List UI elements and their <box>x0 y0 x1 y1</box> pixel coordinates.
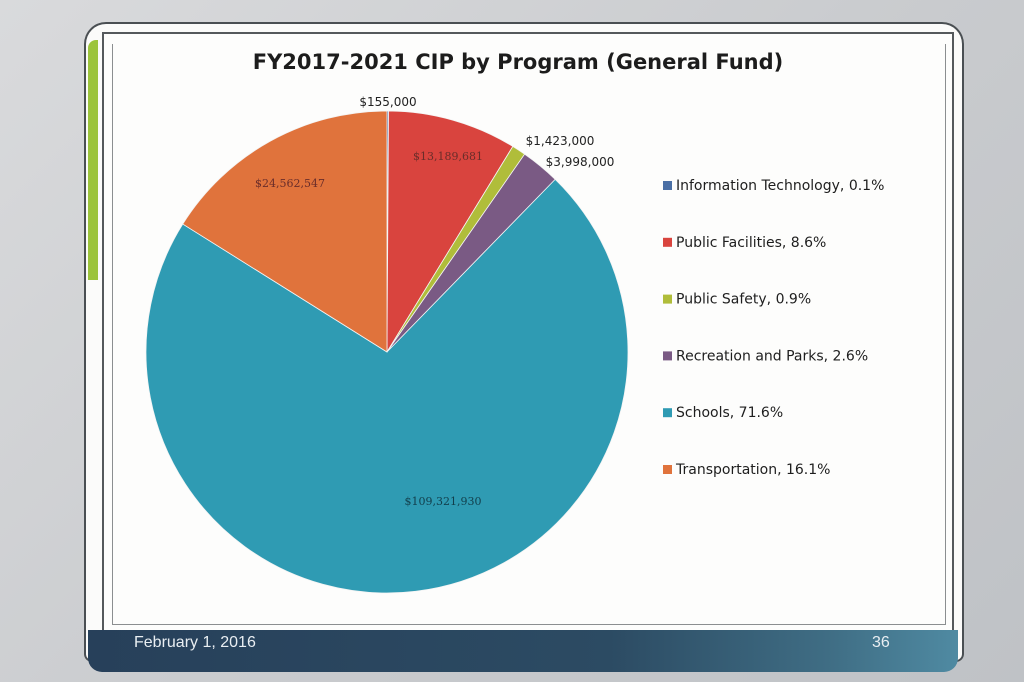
pie-slice-public-facilities <box>386 110 514 354</box>
slide-accent-bar <box>88 40 98 280</box>
data-label-public-facilities: $13,189,681 <box>413 150 483 163</box>
pie-data-labels: $155,000 $13,189,681 $1,423,000 $3,998,000 $… <box>255 95 614 508</box>
pie-slices <box>145 110 629 594</box>
data-label-schools: $109,321,930 <box>405 495 482 508</box>
pie-slice-schools <box>145 178 629 594</box>
legend-swatch-public-safety <box>663 294 672 304</box>
data-label-information-technology: $155,000 <box>359 95 416 109</box>
legend-swatch-information-technology <box>663 181 672 190</box>
page-number: 36 <box>872 634 890 651</box>
footer-date: February 1, 2016 <box>134 634 256 651</box>
legend-swatch-schools <box>663 408 672 418</box>
pie-slice-transportation <box>182 110 388 353</box>
legend-swatch-public-facilities <box>663 237 672 247</box>
data-label-transportation: $24,562,547 <box>255 177 325 190</box>
chart-legend: Information Technology, 0.1% Public Facil… <box>663 178 884 478</box>
data-label-public-safety: $1,423,000 <box>526 134 595 148</box>
legend-label-public-facilities: Public Facilities, 8.6% <box>676 235 826 251</box>
legend-label-information-technology: Information Technology, 0.1% <box>676 178 884 194</box>
legend-label-transportation: Transportation, 16.1% <box>675 462 830 478</box>
data-label-recreation-and-parks: $3,998,000 <box>546 155 615 169</box>
legend-label-schools: Schools, 71.6% <box>676 405 783 421</box>
legend-swatch-transportation <box>663 465 672 474</box>
legend-label-recreation-and-parks: Recreation and Parks, 2.6% <box>676 348 868 364</box>
chart-title: FY2017-2021 CIP by Program (General Fund… <box>253 50 784 74</box>
legend-label-public-safety: Public Safety, 0.9% <box>676 292 811 308</box>
legend-swatch-recreation-and-parks <box>663 351 672 361</box>
chart-inner-border <box>112 44 946 625</box>
footer-bar <box>88 630 958 672</box>
